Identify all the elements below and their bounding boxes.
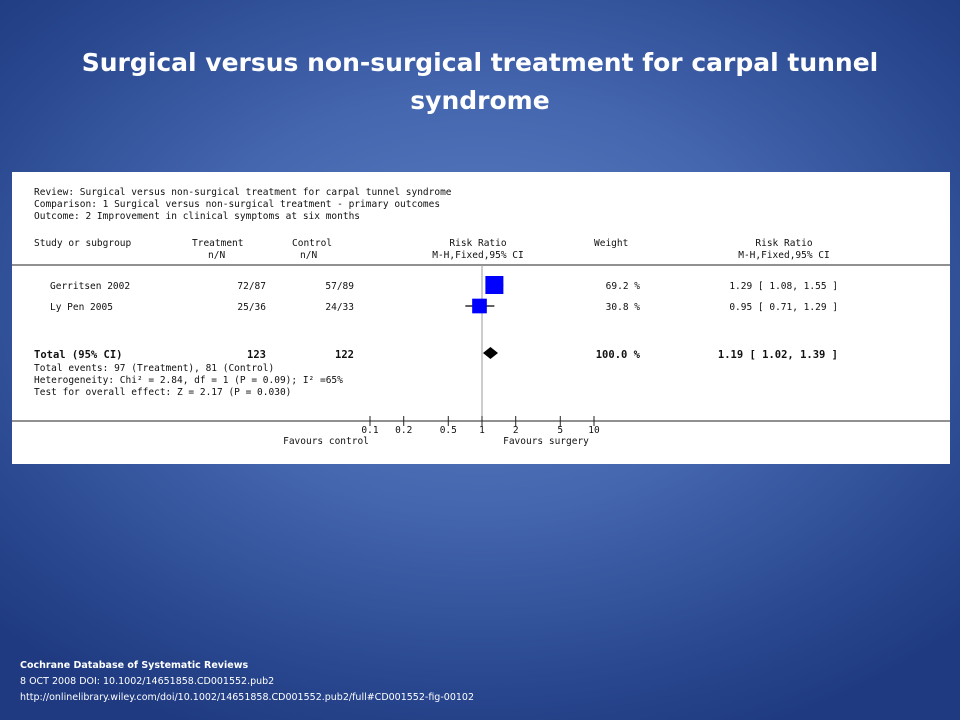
study-treatment: 25/36 [237,302,266,313]
axis-tick-label: 2 [513,425,519,436]
summary-ci: 1.19 [ 1.02, 1.39 ] [718,349,838,361]
citation-url[interactable]: http://onlinelibrary.wiley.com/doi/10.10… [20,692,474,703]
col-rr: Risk Ratio [449,238,506,249]
summary-control: 122 [335,349,354,361]
favours-surgery-label: Favours surgery [503,436,589,447]
summary-treatment: 123 [247,349,266,361]
col-study: Study or subgroup [34,238,132,249]
study-weight: 69.2 % [606,281,641,292]
citation-source: Cochrane Database of Systematic Reviews [20,660,249,671]
axis-tick-label: 0.5 [440,425,457,436]
axis-tick-label: 5 [557,425,563,436]
plot-layer: 0.1 0.2 0.5 1 2 5 10 Gerritsen 2002 72/87 57/89 69… [50,265,838,436]
citation-doi: 8 OCT 2008 DOI: 10.1002/14651858.CD00155… [20,676,275,687]
col-weight: Weight [594,238,628,249]
overall-effect: Test for overall effect: Z = 2.17 (P = 0… [34,387,291,398]
col-rr2-sub: M-H,Fixed,95% CI [738,250,830,261]
study-control: 57/89 [325,281,354,292]
study-marker [472,298,487,314]
axis-tick-label: 1 [479,425,485,436]
col-control: Control [292,238,332,249]
study-ci: 0.95 [ 0.71, 1.29 ] [729,302,838,313]
study-control: 24/33 [325,302,354,313]
study-name: Ly Pen 2005 [50,302,113,313]
total-events: Total events: 97 (Treatment), 81 (Contro… [34,363,274,374]
col-treatment-sub: n/N [208,250,225,261]
col-rr2: Risk Ratio [755,238,812,249]
study-name: Gerritsen 2002 [50,281,130,292]
study-weight: 30.8 % [606,302,641,313]
axis-tick-label: 10 [588,425,600,436]
col-rr-sub: M-H,Fixed,95% CI [432,250,524,261]
col-control-sub: n/N [300,250,317,261]
favours-control-label: Favours control [283,436,369,447]
forest-plot-figure: Review: Surgical versus non-surgical tre… [12,172,950,464]
outcome-label: Outcome: 2 Improvement in clinical sympt… [34,211,360,222]
citation-footer: Cochrane Database of Systematic Reviews … [20,658,474,706]
summary-weight: 100.0 % [596,349,641,361]
col-treatment: Treatment [192,238,243,249]
study-ci: 1.29 [ 1.08, 1.55 ] [729,281,838,292]
comparison-label: Comparison: 1 Surgical versus non-surgic… [34,199,440,210]
heterogeneity: Heterogeneity: Chi² = 2.84, df = 1 (P = … [34,375,343,386]
summary-label: Total (95% CI) [34,349,123,361]
forest-plot: Review: Surgical versus non-surgical tre… [12,187,950,447]
study-marker [485,276,504,294]
study-treatment: 72/87 [237,281,266,292]
pooled-diamond [482,347,499,359]
axis-tick-label: 0.1 [361,425,378,436]
review-label: Review: Surgical versus non-surgical tre… [34,187,452,198]
slide-title: Surgical versus non-surgical treatment f… [81,48,879,115]
axis-tick-label: 0.2 [395,425,412,436]
